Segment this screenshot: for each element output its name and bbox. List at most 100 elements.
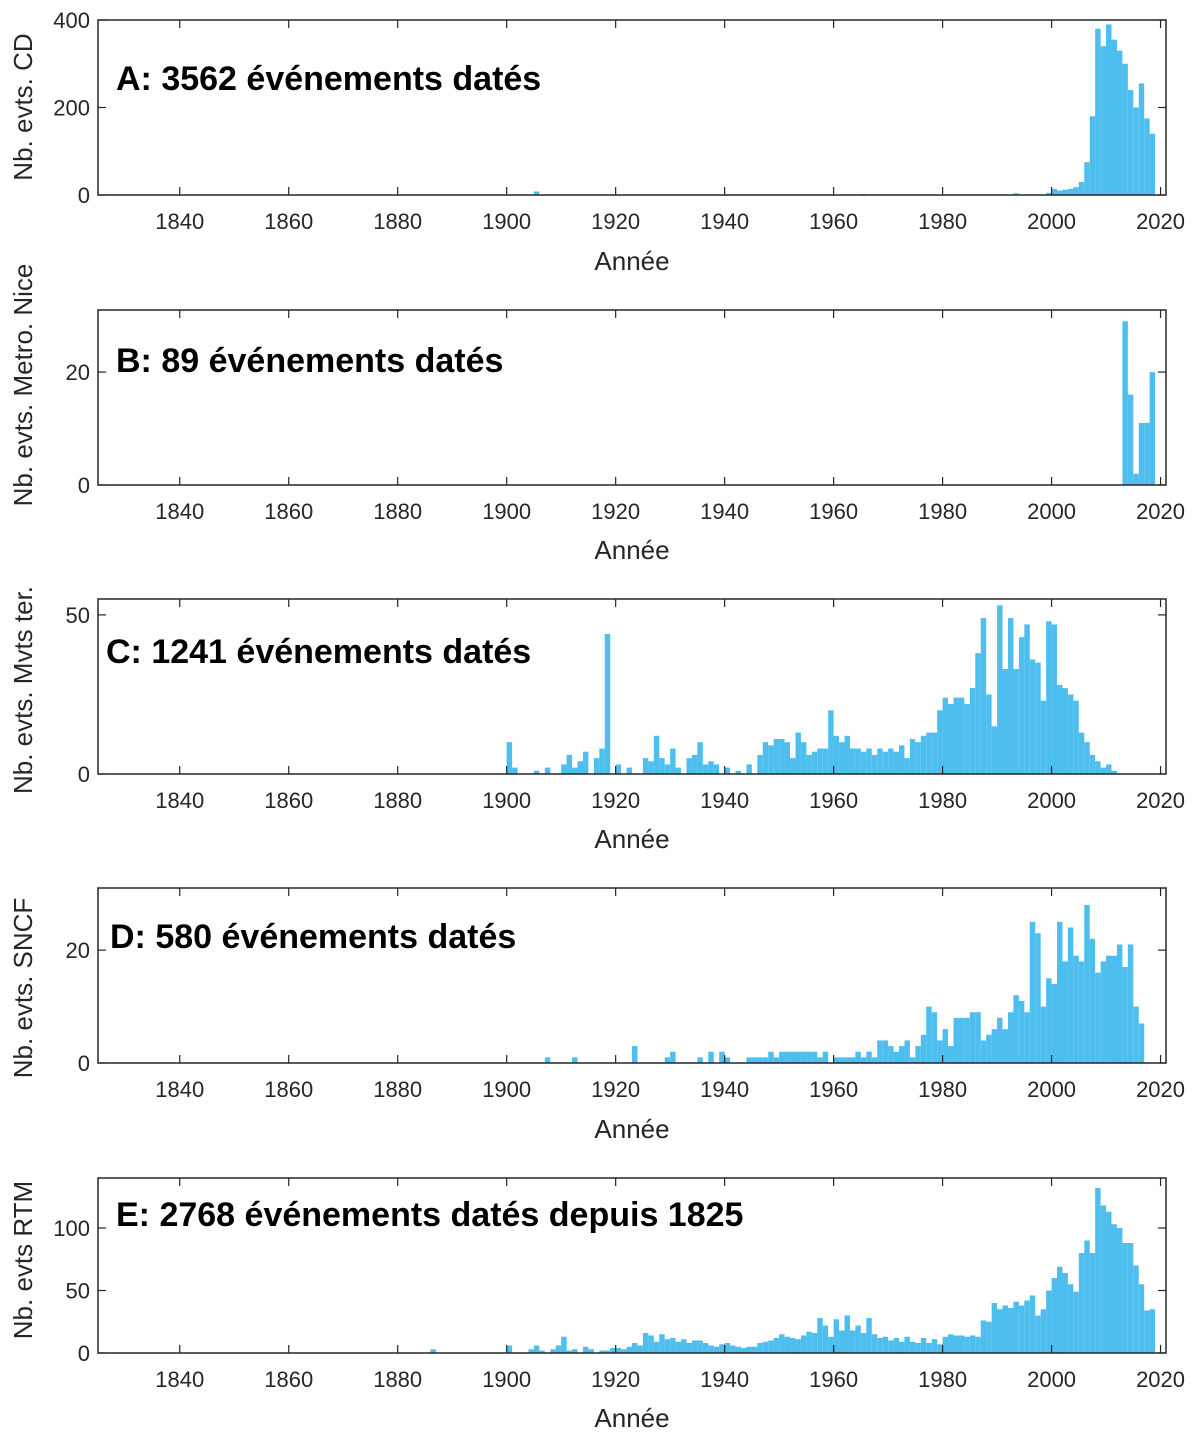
panel-c-bar-2004: [1073, 700, 1079, 774]
panel-d-bar-1984: [964, 1017, 970, 1063]
panel-d-bars: [544, 904, 1145, 1063]
panel-c-bar-1959: [828, 710, 834, 774]
panel-c-bar-1986: [975, 653, 981, 774]
panel-a-bar-1999: [1046, 192, 1052, 195]
panel-c-bar-1974: [909, 739, 916, 774]
panel-a-bar-2013: [1122, 63, 1128, 195]
panel-d-bar-1955: [806, 1051, 812, 1063]
panel-e-bar-1949: [773, 1338, 780, 1353]
panel-c-bar-2011: [1111, 770, 1117, 774]
panel-e-bar-1974: [909, 1341, 916, 1353]
panel-e-bar-1955: [806, 1331, 812, 1353]
panel-e-bar-1981: [948, 1334, 954, 1353]
panel-c-bar-1971: [893, 751, 899, 774]
panel-e-axes-box: [97, 1177, 1167, 1354]
panel-a-bar-2005: [1078, 181, 1085, 196]
panel-c-bar-1911: [566, 754, 573, 774]
panel-c-bar-1934: [691, 754, 698, 774]
panel-e-bar-1958: [822, 1325, 829, 1353]
panel-e-bar-2010: [1106, 1211, 1112, 1353]
panel-d-bar-1973: [904, 1040, 910, 1063]
panel-c-bar-1961: [839, 742, 845, 774]
panel-c-bar-1958: [822, 748, 829, 774]
panel-a-bar-2000: [1051, 188, 1058, 196]
panel-d-bar-2010: [1106, 955, 1112, 1063]
panel-c-ytick-label: 50: [66, 603, 90, 628]
panel-e-ytick-label: 100: [53, 1216, 90, 1241]
panel-c-bar-1948: [768, 745, 774, 774]
panel-d-ytick-label: 20: [66, 938, 90, 963]
panel-e-bar-1937: [708, 1345, 714, 1353]
panel-d-bar-1994: [1018, 1000, 1025, 1063]
panel-e-bar-2002: [1062, 1273, 1068, 1353]
panel-e-xlabel: Année: [594, 1403, 669, 1433]
panel-e-bar-1908: [550, 1349, 556, 1353]
panel-d-bar-1987: [980, 1040, 987, 1063]
panel-b-bars: [1122, 321, 1156, 485]
panel-e-bar-1960: [833, 1319, 840, 1353]
panel-d-bar-1946: [757, 1057, 763, 1063]
panel-e-bar-1929: [664, 1339, 671, 1353]
panel-e-annotation: E: 2768 événements datés depuis 1825: [116, 1196, 743, 1234]
panel-e-bar-1989: [991, 1303, 998, 1353]
panel-e-bar-1982: [953, 1335, 959, 1353]
panel-e-xtick-label: 2020: [1136, 1367, 1185, 1392]
panel-e-bar-1976: [920, 1338, 927, 1353]
panel-c-bar-1920: [615, 764, 622, 774]
panel-e-bar-1963: [849, 1330, 856, 1353]
panel-e-bar-1935: [697, 1340, 703, 1353]
panel-a-ytick-label: 400: [53, 8, 90, 33]
panel-e-bar-1912: [572, 1349, 578, 1353]
panel-b-bar-2014: [1127, 394, 1134, 485]
panel-e-xtick-label: 1960: [809, 1367, 858, 1392]
panel-d-bar-1939: [719, 1051, 725, 1063]
panel-d-bar-2012: [1116, 944, 1123, 1063]
panel-d-bar-2000: [1051, 983, 1058, 1063]
panel-d-xtick-label: 1860: [264, 1077, 313, 1102]
panel-a-bar-2007: [1089, 116, 1096, 195]
panel-a-bar-2014: [1127, 90, 1134, 195]
panel-e-bar-1946: [757, 1343, 763, 1353]
panel-e-bar-1924: [637, 1345, 643, 1353]
panel-c-bar-1976: [920, 735, 927, 774]
panel-e-bar-1985: [969, 1335, 976, 1353]
panel-e-bar-1917: [599, 1350, 605, 1353]
panel-e-bar-1978: [931, 1339, 938, 1353]
panel-d-bar-1989: [991, 1029, 998, 1063]
panel-e-bar-1996: [1029, 1295, 1036, 1353]
panel-d-bar-1974: [909, 1057, 916, 1063]
panel-d-xtick-label: 2020: [1136, 1077, 1185, 1102]
panel-a-xtick-label: 1900: [482, 209, 531, 234]
panel-b-xtick-label: 1940: [700, 499, 749, 524]
panel-e-bar-1941: [730, 1345, 736, 1353]
panel-a-ylabel: Nb. evts. CD: [8, 33, 38, 180]
panel-d-bar-1937: [708, 1051, 714, 1063]
panel-d-xtick-label: 1920: [591, 1077, 640, 1102]
panel-e-bar-1945: [751, 1346, 758, 1353]
panel-e-bar-1915: [588, 1349, 594, 1353]
panel-c-bar-1922: [626, 767, 632, 774]
panel-e-bar-1968: [877, 1338, 883, 1353]
panel-d-bar-1967: [871, 1057, 878, 1063]
panel-a-bar-1905: [533, 191, 540, 195]
panel-d: 1840 1860 1880 1900 1920 1940 1960 1980 2000 2020…: [8, 887, 1185, 1144]
panel-c-bar-1947: [762, 742, 769, 774]
panel-e-bar-1934: [691, 1340, 698, 1353]
panel-d-bar-1985: [969, 1012, 976, 1063]
panel-e-xtick-label: 1940: [700, 1367, 749, 1392]
panel-a-xtick-label: 1920: [591, 209, 640, 234]
panel-e-ytick-label: 0: [78, 1341, 90, 1366]
panel-a: 1840 1860 1880 1900 1920 1940 1960 1980 2000 2020…: [8, 8, 1185, 276]
panel-d-bar-1958: [822, 1051, 829, 1063]
panel-d-bar-1961: [839, 1057, 845, 1063]
panel-d-bar-2004: [1073, 955, 1079, 1063]
panel-c-bar-1977: [926, 732, 932, 774]
panel-c-bar-1907: [544, 767, 551, 774]
panel-e-bar-1944: [746, 1346, 752, 1353]
panel-e-bar-1972: [899, 1341, 905, 1353]
panel-e-bar-1925: [642, 1333, 649, 1353]
panel-c-bar-1914: [582, 751, 589, 774]
panel-b-ytick-label: 0: [78, 473, 90, 498]
panel-e-bar-1928: [659, 1334, 665, 1353]
